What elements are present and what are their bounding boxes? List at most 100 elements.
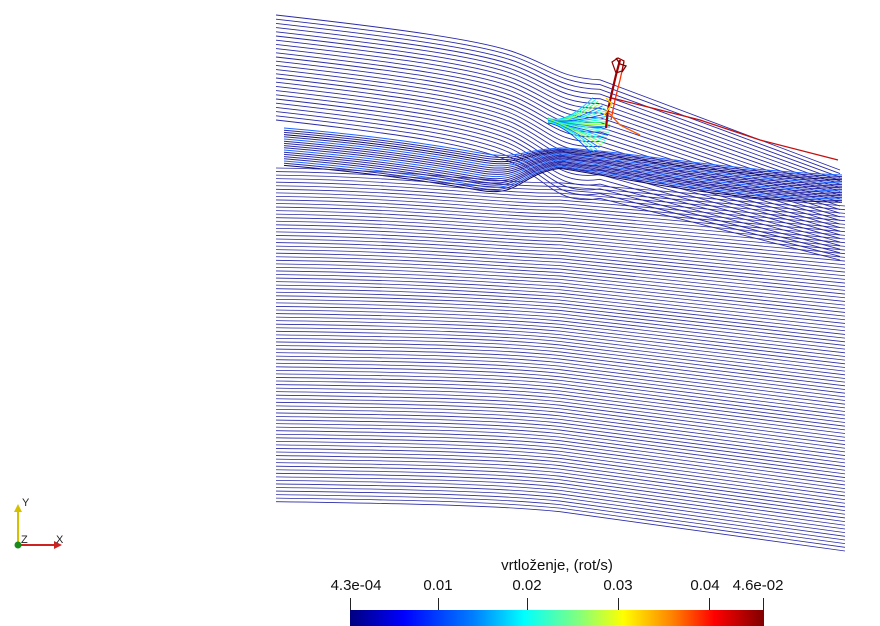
z-axis-dot <box>14 541 22 549</box>
colorbar-tick-label: 0.03 <box>603 577 633 594</box>
streamline <box>275 102 841 247</box>
streamline <box>283 158 843 198</box>
streamline <box>275 330 846 376</box>
streamline <box>275 270 846 313</box>
streamline <box>283 156 843 197</box>
streamline <box>283 162 843 202</box>
streamline <box>283 149 843 192</box>
y-axis-label: Y <box>22 497 30 509</box>
streamline <box>547 121 595 152</box>
colorbar-tick-mark <box>618 598 619 610</box>
streamline <box>275 185 846 225</box>
streamline <box>283 131 843 179</box>
streamline <box>275 210 846 251</box>
streamline <box>275 313 846 357</box>
vortex-core-streamline <box>611 97 839 161</box>
streamline <box>283 138 843 184</box>
streamline <box>275 451 846 500</box>
streamline <box>275 231 846 273</box>
streamline <box>275 433 846 482</box>
streamline <box>275 94 841 239</box>
streamline <box>275 48 841 200</box>
streamline <box>275 412 846 460</box>
streamline <box>275 217 846 258</box>
streamline <box>275 423 846 471</box>
streamline <box>275 338 846 383</box>
streamline <box>275 181 846 222</box>
streamline <box>275 345 846 390</box>
streamline <box>275 31 841 185</box>
streamline <box>275 352 846 398</box>
streamline <box>547 117 604 144</box>
streamline <box>275 35 841 189</box>
streamline <box>547 119 600 148</box>
streamline <box>275 178 846 218</box>
streamline <box>275 259 846 302</box>
streamline <box>275 366 846 412</box>
streamline <box>275 302 846 346</box>
streamline <box>275 494 846 545</box>
streamline <box>275 359 846 405</box>
z-axis-label: Z <box>21 534 28 546</box>
streamline <box>275 384 846 431</box>
colorbar-tick-label: 0.04 <box>690 577 720 594</box>
streamline <box>275 192 846 233</box>
streamline <box>275 458 846 508</box>
colorbar-tick-mark <box>527 598 528 610</box>
streamline <box>275 227 846 269</box>
streamline <box>283 127 843 176</box>
streamline <box>275 391 846 438</box>
streamline <box>275 469 846 519</box>
streamline <box>275 291 846 335</box>
streamline <box>275 252 846 295</box>
vortex-core-streamline <box>604 59 622 129</box>
streamline <box>275 220 846 262</box>
streamline <box>275 401 846 449</box>
streamline <box>275 188 846 229</box>
colorbar-tick-mark <box>350 598 351 610</box>
streamline <box>275 213 846 255</box>
streamline <box>275 263 846 306</box>
streamline <box>275 171 846 211</box>
streamline <box>547 122 592 154</box>
streamline <box>275 106 841 250</box>
streamline <box>275 306 846 350</box>
streamline <box>275 380 846 427</box>
streamline <box>275 416 846 464</box>
streamline <box>275 39 841 193</box>
streamline <box>275 174 846 214</box>
streamline <box>275 334 846 379</box>
streamline <box>275 295 846 339</box>
streamline <box>275 60 841 211</box>
streamline <box>275 235 846 277</box>
streamline <box>283 142 843 187</box>
colorbar-tick-mark <box>709 598 710 610</box>
streamline <box>275 256 846 299</box>
streamline <box>275 455 846 504</box>
colorbar-tick-label: 4.3e-04 <box>330 577 382 594</box>
streamline <box>275 267 846 310</box>
streamline <box>275 327 846 372</box>
streamline <box>275 440 846 489</box>
streamline <box>275 196 846 236</box>
streamline <box>275 111 841 254</box>
streamline <box>275 206 846 247</box>
streamline <box>275 409 846 456</box>
streamline <box>275 18 841 175</box>
streamline <box>275 373 846 420</box>
colorbar-tick-label: 0.02 <box>512 577 542 594</box>
streamline <box>275 309 846 354</box>
streamline <box>275 444 846 493</box>
streamline <box>275 490 846 541</box>
streamline <box>275 203 846 244</box>
streamline <box>275 419 846 467</box>
streamline <box>275 341 846 387</box>
streamline <box>275 284 846 328</box>
streamline <box>275 476 846 526</box>
colorbar-gradient <box>350 610 764 626</box>
streamline <box>275 69 841 218</box>
streamline <box>283 145 843 189</box>
streamline <box>275 249 846 291</box>
